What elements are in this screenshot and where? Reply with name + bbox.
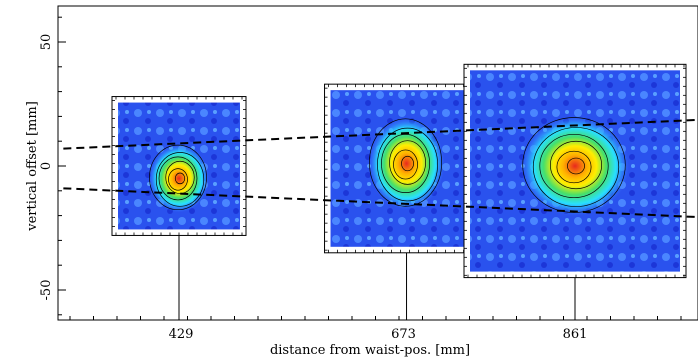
contour-line	[155, 152, 205, 207]
contour-line	[549, 140, 602, 190]
contour-line	[174, 172, 186, 185]
contour-line	[381, 134, 430, 194]
contour-line	[377, 127, 438, 202]
x-tick-label: 673	[391, 327, 416, 342]
dashed-envelope-line	[63, 118, 698, 150]
profile-429	[111, 96, 247, 320]
contour-line	[393, 149, 418, 180]
contour-line	[539, 133, 609, 199]
profile-673	[324, 83, 490, 320]
profiles-layer	[111, 63, 687, 320]
beam-spot	[149, 144, 209, 213]
contour-line	[556, 150, 592, 184]
contour-line	[567, 157, 585, 175]
dashed-envelope-line	[63, 187, 698, 219]
contour-line	[369, 118, 442, 207]
contour-line	[532, 127, 620, 207]
y-axis-label: vertical offset [mm]	[25, 101, 40, 232]
x-tick-label: 861	[563, 327, 588, 342]
beam-spot	[521, 116, 629, 216]
x-tick-label: 429	[169, 327, 194, 342]
y-tick-label: 0	[39, 162, 54, 170]
contour-line	[165, 160, 195, 194]
contour-line	[401, 155, 414, 172]
x-axis: 429 673 861	[69, 316, 682, 342]
contour-line	[168, 168, 188, 191]
dashed-lines-layer	[63, 118, 698, 219]
plot-frame	[57, 5, 698, 321]
y-tick-label: -50	[39, 280, 54, 301]
contour-line	[389, 140, 426, 185]
y-axis: -50 0 50	[39, 16, 66, 316]
profile-861	[463, 63, 687, 320]
y-tick-label: 50	[39, 34, 54, 51]
beam-spot	[368, 117, 445, 210]
contour-line	[522, 117, 626, 213]
contour-line	[158, 156, 198, 201]
contour-line	[149, 144, 207, 211]
x-axis-label: distance from waist-pos. [mm]	[270, 343, 470, 358]
